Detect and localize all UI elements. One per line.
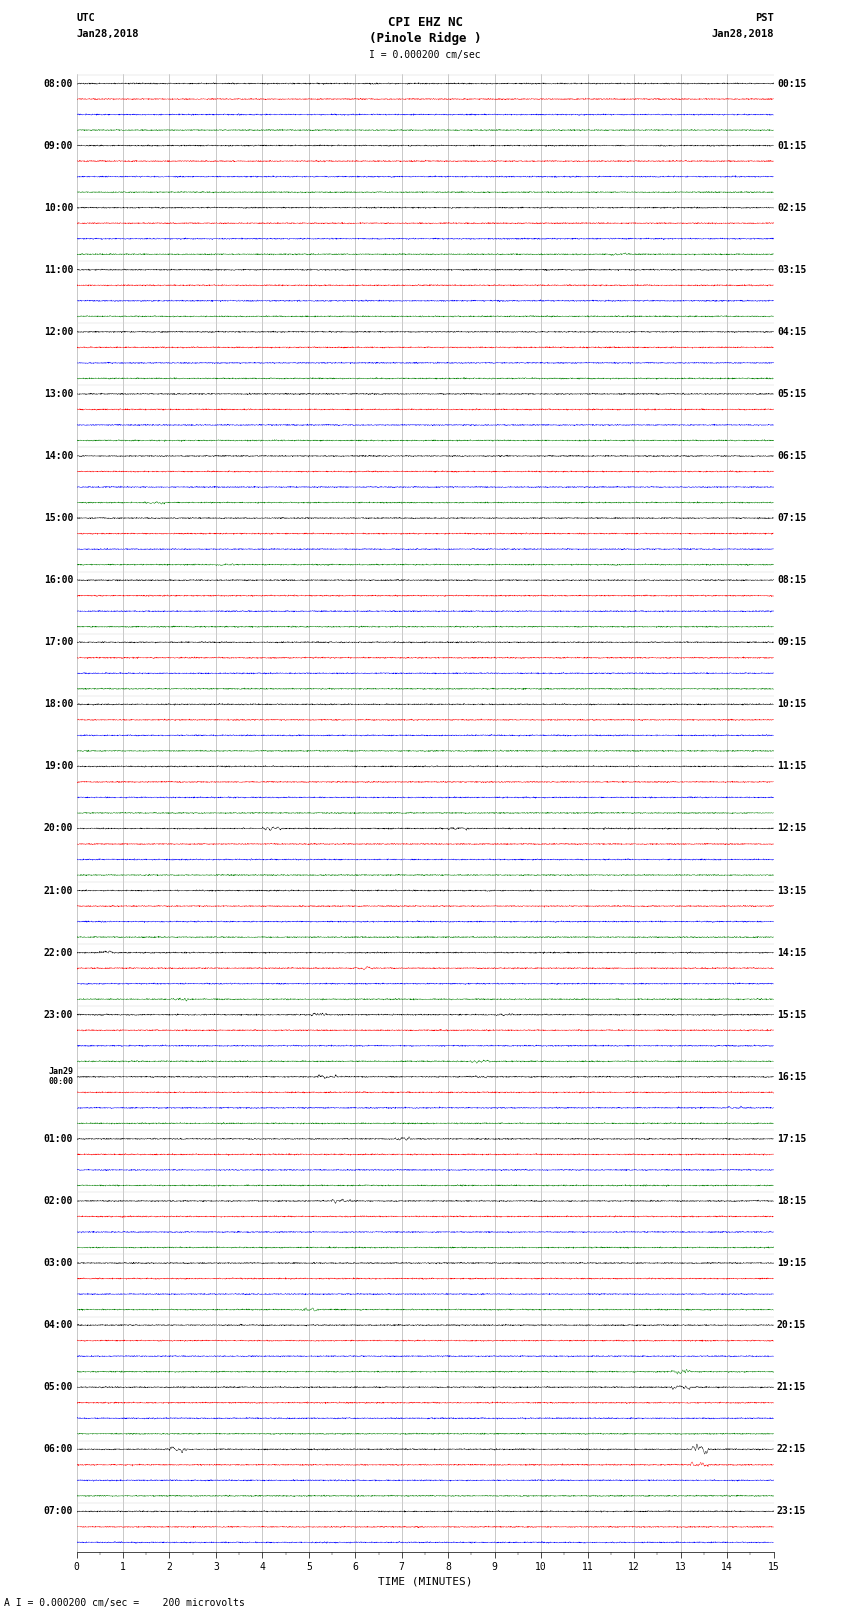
Text: 06:00: 06:00 (43, 1444, 73, 1455)
Text: 02:15: 02:15 (777, 203, 807, 213)
Text: 11:15: 11:15 (777, 761, 807, 771)
Text: 03:15: 03:15 (777, 265, 807, 274)
Text: 21:15: 21:15 (777, 1382, 807, 1392)
Text: 03:00: 03:00 (43, 1258, 73, 1268)
Text: 14:00: 14:00 (43, 452, 73, 461)
Text: (Pinole Ridge ): (Pinole Ridge ) (369, 32, 481, 45)
Text: 16:15: 16:15 (777, 1071, 807, 1082)
Text: 19:15: 19:15 (777, 1258, 807, 1268)
Text: 12:00: 12:00 (43, 327, 73, 337)
Text: 23:00: 23:00 (43, 1010, 73, 1019)
Text: 20:15: 20:15 (777, 1319, 807, 1331)
Text: 14:15: 14:15 (777, 947, 807, 958)
Text: A I = 0.000200 cm/sec =    200 microvolts: A I = 0.000200 cm/sec = 200 microvolts (4, 1598, 245, 1608)
Text: I = 0.000200 cm/sec: I = 0.000200 cm/sec (369, 50, 481, 60)
Text: 19:00: 19:00 (43, 761, 73, 771)
Text: 15:15: 15:15 (777, 1010, 807, 1019)
Text: 18:15: 18:15 (777, 1195, 807, 1207)
Text: 04:15: 04:15 (777, 327, 807, 337)
Text: 22:15: 22:15 (777, 1444, 807, 1455)
Text: Jan29
00:00: Jan29 00:00 (48, 1068, 73, 1086)
Text: Jan28,2018: Jan28,2018 (711, 29, 774, 39)
Text: 08:15: 08:15 (777, 576, 807, 586)
Text: 13:15: 13:15 (777, 886, 807, 895)
Text: 00:15: 00:15 (777, 79, 807, 89)
Text: 05:00: 05:00 (43, 1382, 73, 1392)
Text: 17:00: 17:00 (43, 637, 73, 647)
Text: 16:00: 16:00 (43, 576, 73, 586)
Text: 05:15: 05:15 (777, 389, 807, 398)
Text: 02:00: 02:00 (43, 1195, 73, 1207)
Text: 04:00: 04:00 (43, 1319, 73, 1331)
Text: 01:15: 01:15 (777, 140, 807, 150)
Text: 10:00: 10:00 (43, 203, 73, 213)
Text: 01:00: 01:00 (43, 1134, 73, 1144)
Text: 09:15: 09:15 (777, 637, 807, 647)
Text: 09:00: 09:00 (43, 140, 73, 150)
Text: 06:15: 06:15 (777, 452, 807, 461)
Text: 13:00: 13:00 (43, 389, 73, 398)
Text: 12:15: 12:15 (777, 824, 807, 834)
Text: 07:15: 07:15 (777, 513, 807, 523)
Text: 23:15: 23:15 (777, 1507, 807, 1516)
Text: 10:15: 10:15 (777, 700, 807, 710)
Text: UTC: UTC (76, 13, 95, 23)
Text: Jan28,2018: Jan28,2018 (76, 29, 139, 39)
Text: 18:00: 18:00 (43, 700, 73, 710)
Text: 11:00: 11:00 (43, 265, 73, 274)
Text: CPI EHZ NC: CPI EHZ NC (388, 16, 462, 29)
Text: 15:00: 15:00 (43, 513, 73, 523)
Text: 08:00: 08:00 (43, 79, 73, 89)
Text: 07:00: 07:00 (43, 1507, 73, 1516)
Text: 20:00: 20:00 (43, 824, 73, 834)
Text: 21:00: 21:00 (43, 886, 73, 895)
Text: 17:15: 17:15 (777, 1134, 807, 1144)
Text: 22:00: 22:00 (43, 947, 73, 958)
X-axis label: TIME (MINUTES): TIME (MINUTES) (377, 1576, 473, 1586)
Text: PST: PST (755, 13, 774, 23)
